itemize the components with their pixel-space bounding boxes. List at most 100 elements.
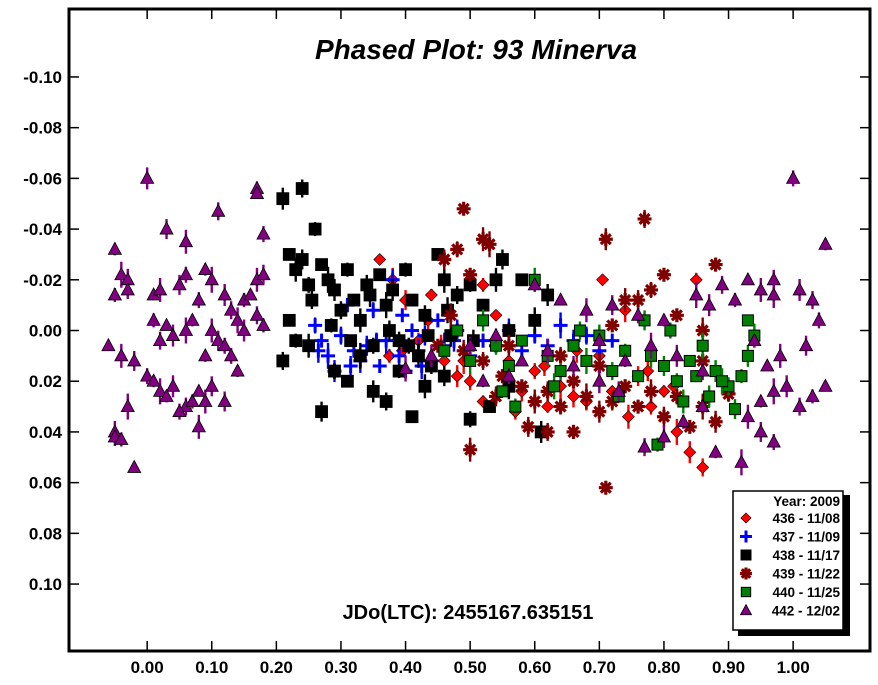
- data-point: [328, 364, 341, 378]
- data-point: [741, 349, 754, 362]
- legend-entry-label: 439 - 11/22: [772, 567, 840, 582]
- data-point: [302, 339, 316, 353]
- data-point: [488, 389, 503, 404]
- x-tick-label: 0.40: [389, 658, 422, 677]
- data-point: [714, 277, 730, 291]
- data-point: [341, 374, 354, 388]
- series-438: [276, 179, 555, 443]
- data-point: [683, 445, 697, 459]
- data-point: [798, 337, 814, 352]
- data-point: [314, 333, 329, 348]
- data-point: [289, 263, 303, 277]
- data-point: [437, 273, 451, 287]
- data-point: [353, 313, 367, 327]
- y-tick-label: 0.08: [29, 524, 62, 543]
- data-point: [656, 429, 672, 443]
- data-point: [450, 369, 464, 383]
- data-point: [553, 399, 568, 414]
- data-point: [198, 393, 213, 407]
- data-point: [308, 222, 322, 236]
- data-point: [476, 278, 490, 292]
- data-point: [450, 288, 464, 302]
- data-point: [596, 273, 609, 287]
- data-point: [204, 271, 219, 286]
- data-point: [127, 459, 142, 473]
- data-point: [379, 395, 393, 408]
- data-point: [172, 277, 187, 291]
- data-point: [343, 359, 358, 374]
- data-point: [463, 442, 478, 457]
- data-point: [114, 348, 129, 362]
- data-point: [805, 388, 820, 402]
- data-point: [657, 360, 670, 373]
- data-point: [366, 384, 380, 398]
- y-tick-label: 0.00: [29, 322, 62, 341]
- data-point: [185, 312, 200, 326]
- data-point: [709, 365, 722, 378]
- data-point: [463, 412, 477, 426]
- data-point: [528, 313, 542, 327]
- data-point: [230, 312, 245, 326]
- data-point: [443, 308, 458, 323]
- data-point: [689, 287, 704, 301]
- data-point: [114, 431, 129, 445]
- data-point: [256, 266, 271, 281]
- data-point: [580, 354, 593, 367]
- data-point: [540, 424, 555, 439]
- data-point: [514, 379, 529, 394]
- data-point: [618, 293, 633, 308]
- data-point: [605, 333, 620, 348]
- data-point: [353, 349, 367, 363]
- data-point: [464, 354, 477, 367]
- data-point: [489, 273, 503, 287]
- data-point: [107, 287, 123, 301]
- data-point: [618, 379, 633, 394]
- data-point: [483, 400, 496, 413]
- data-point: [703, 390, 716, 403]
- data-point: [223, 348, 239, 362]
- legend-marker-square-small: [740, 586, 752, 598]
- data-point: [101, 337, 116, 352]
- y-tick-label: -0.02: [23, 271, 62, 290]
- data-point: [644, 400, 658, 413]
- data-point: [372, 359, 387, 374]
- data-point: [334, 303, 348, 317]
- data-point: [477, 314, 490, 327]
- data-point: [120, 398, 135, 412]
- data-point: [204, 322, 219, 336]
- data-point: [708, 444, 723, 458]
- data-point: [753, 393, 769, 407]
- data-point: [779, 378, 794, 392]
- data-point: [727, 292, 743, 306]
- x-tick-label: 0.30: [324, 658, 357, 677]
- legend-marker-star: [740, 567, 752, 580]
- data-point: [308, 318, 323, 333]
- data-point: [402, 339, 416, 353]
- data-point: [418, 308, 432, 322]
- data-point: [146, 373, 161, 387]
- data-point: [456, 201, 471, 216]
- data-point: [120, 282, 135, 296]
- data-point: [695, 363, 710, 377]
- x-tick-label: 0.80: [647, 658, 680, 677]
- data-point: [696, 339, 709, 352]
- data-point: [139, 368, 155, 382]
- data-point: [482, 237, 497, 252]
- data-point: [405, 293, 419, 307]
- data-point: [191, 383, 207, 397]
- data-point: [670, 375, 683, 388]
- data-point: [185, 393, 200, 407]
- data-point: [554, 365, 567, 378]
- data-point: [644, 282, 659, 297]
- data-point: [295, 182, 309, 195]
- x-tick-label: 0.60: [518, 658, 551, 677]
- data-point: [708, 414, 723, 429]
- data-point: [373, 253, 387, 266]
- data-point: [282, 313, 296, 327]
- y-tick-label: 0.10: [29, 575, 62, 594]
- data-point: [605, 297, 620, 311]
- data-point: [618, 353, 633, 367]
- data-point: [566, 424, 581, 439]
- y-axis-tick-labels: -0.10 -0.08 -0.06 -0.04 -0.02 0.00 0.02 0.04 0.0…: [23, 68, 62, 594]
- series-442: [101, 167, 833, 476]
